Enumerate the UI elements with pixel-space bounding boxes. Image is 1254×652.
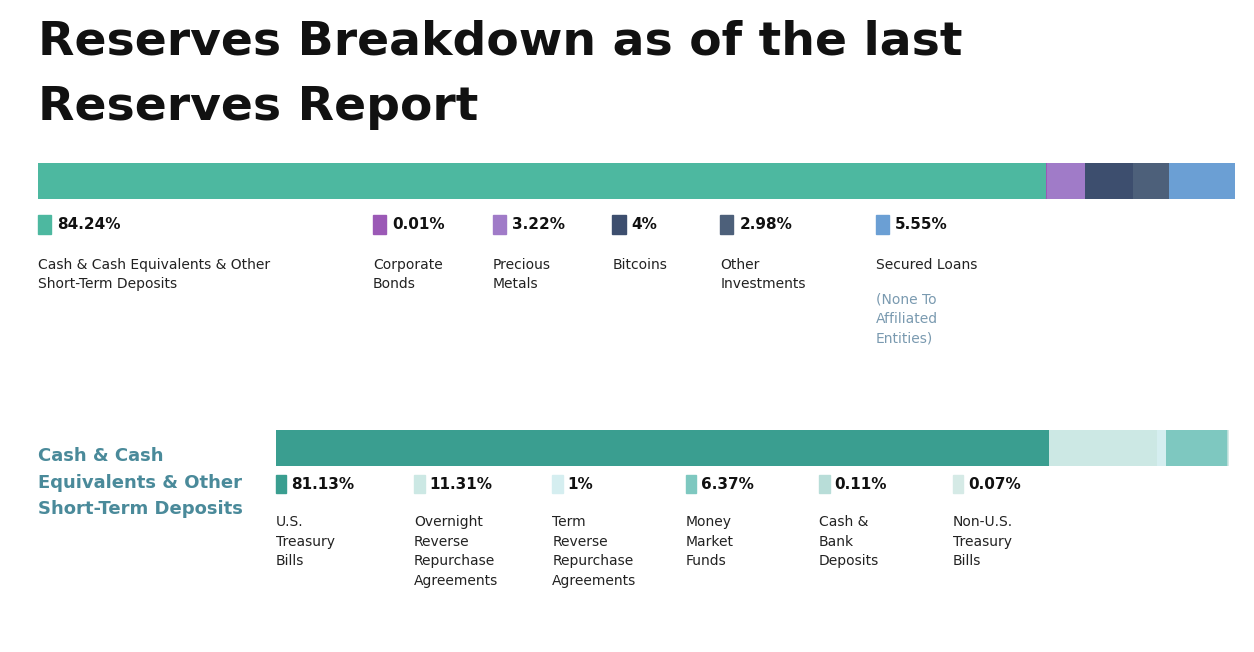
- Bar: [38, 163, 1046, 199]
- Text: 4%: 4%: [632, 216, 657, 232]
- Text: Bitcoins: Bitcoins: [612, 258, 667, 271]
- Bar: [953, 475, 963, 493]
- Text: Corporate
Bonds: Corporate Bonds: [372, 258, 443, 291]
- Text: Cash &
Bank
Deposits: Cash & Bank Deposits: [819, 515, 879, 568]
- Bar: [372, 215, 386, 234]
- Text: 6.37%: 6.37%: [701, 477, 754, 492]
- Bar: [720, 215, 734, 234]
- Bar: [414, 475, 425, 493]
- Bar: [1157, 430, 1166, 466]
- Text: Overnight
Reverse
Repurchase
Agreements: Overnight Reverse Repurchase Agreements: [414, 515, 498, 587]
- Text: 2.98%: 2.98%: [740, 216, 793, 232]
- Text: Term
Reverse
Repurchase
Agreements: Term Reverse Repurchase Agreements: [552, 515, 637, 587]
- Bar: [612, 215, 626, 234]
- Text: 0.11%: 0.11%: [834, 477, 887, 492]
- Text: Cash & Cash Equivalents & Other
Short-Term Deposits: Cash & Cash Equivalents & Other Short-Te…: [38, 258, 270, 291]
- Bar: [686, 475, 696, 493]
- Text: 0.07%: 0.07%: [968, 477, 1021, 492]
- Bar: [1166, 430, 1228, 466]
- Bar: [276, 475, 286, 493]
- Text: 0.01%: 0.01%: [393, 216, 445, 232]
- Text: Other
Investments: Other Investments: [720, 258, 806, 291]
- Text: Secured Loans: Secured Loans: [877, 258, 977, 271]
- Text: Precious
Metals: Precious Metals: [493, 258, 551, 291]
- Bar: [276, 430, 1050, 466]
- Text: Cash & Cash
Equivalents & Other
Short-Term Deposits: Cash & Cash Equivalents & Other Short-Te…: [38, 447, 242, 518]
- Bar: [1134, 163, 1169, 199]
- Bar: [877, 215, 889, 234]
- Bar: [1085, 163, 1134, 199]
- Text: Reserves Breakdown as of the last: Reserves Breakdown as of the last: [38, 20, 962, 65]
- Bar: [1169, 163, 1235, 199]
- Text: Money
Market
Funds: Money Market Funds: [686, 515, 734, 568]
- Text: 3.22%: 3.22%: [512, 216, 564, 232]
- Bar: [493, 215, 505, 234]
- Text: 11.31%: 11.31%: [429, 477, 493, 492]
- Text: 81.13%: 81.13%: [291, 477, 354, 492]
- Text: 1%: 1%: [568, 477, 593, 492]
- Text: 84.24%: 84.24%: [56, 216, 120, 232]
- Text: 5.55%: 5.55%: [895, 216, 948, 232]
- Text: Reserves Report: Reserves Report: [38, 85, 478, 130]
- Bar: [819, 475, 830, 493]
- Bar: [38, 215, 51, 234]
- Text: (None To
Affiliated
Entities): (None To Affiliated Entities): [877, 293, 938, 346]
- Bar: [1050, 430, 1157, 466]
- Text: Non-U.S.
Treasury
Bills: Non-U.S. Treasury Bills: [953, 515, 1013, 568]
- Text: U.S.
Treasury
Bills: U.S. Treasury Bills: [276, 515, 335, 568]
- Bar: [552, 475, 563, 493]
- Bar: [1047, 163, 1085, 199]
